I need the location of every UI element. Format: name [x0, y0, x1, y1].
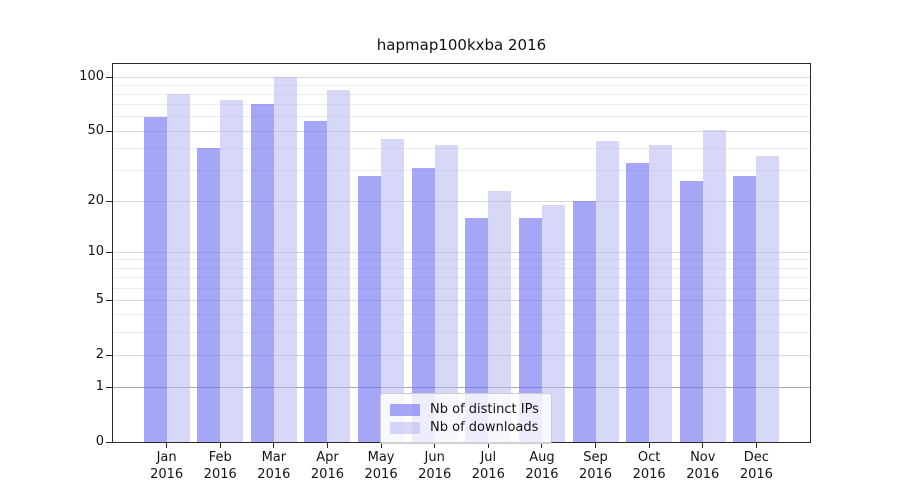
- x-tick-mark: [434, 443, 436, 448]
- legend-item-distinct-ips: Nb of distinct IPs: [390, 401, 539, 418]
- y-gridline-major: [113, 386, 810, 388]
- x-tick-label: Feb 2016: [203, 450, 237, 482]
- x-tick-mark: [166, 443, 168, 448]
- y-tick-mark: [106, 130, 112, 132]
- legend-swatch-distinct-ips: [390, 403, 420, 416]
- plot-area: [112, 63, 811, 443]
- bar-downloads-oct: [649, 144, 673, 442]
- y-gridline-minor: [113, 93, 810, 95]
- y-gridline-minor: [113, 116, 810, 118]
- x-tick-mark: [541, 443, 543, 448]
- y-tick-mark: [106, 354, 112, 356]
- y-gridline-minor: [113, 259, 810, 261]
- y-tick-mark: [106, 299, 112, 301]
- y-tick-label: 20: [87, 193, 104, 209]
- bar-downloads-mar: [273, 77, 297, 442]
- x-tick-label: Jul 2016: [471, 450, 505, 482]
- x-tick-mark: [648, 443, 650, 448]
- y-gridline-major: [113, 251, 810, 253]
- x-tick-mark: [219, 443, 221, 448]
- bar-downloads-may: [381, 139, 405, 442]
- y-tick-label: 5: [95, 292, 104, 308]
- y-gridline-minor: [113, 147, 810, 149]
- x-tick-label: Nov 2016: [686, 450, 720, 482]
- y-gridline-major: [113, 200, 810, 202]
- x-tick-mark: [380, 443, 382, 448]
- bar-distinct-ips-mar: [250, 103, 274, 442]
- y-tick-mark: [106, 76, 112, 78]
- plot-inner: [113, 64, 810, 442]
- y-gridline-major: [113, 76, 810, 78]
- y-tick-mark: [106, 441, 112, 443]
- x-tick-label: Jan 2016: [150, 450, 184, 482]
- y-gridline-major: [113, 354, 810, 356]
- legend-label-downloads: Nb of downloads: [430, 420, 539, 435]
- x-tick-label: Sep 2016: [578, 450, 613, 482]
- x-tick-mark: [595, 443, 597, 448]
- y-gridline-minor: [113, 314, 810, 316]
- chart-title: hapmap100kxba 2016: [376, 36, 547, 54]
- bar-downloads-aug: [541, 205, 565, 442]
- bar-distinct-ips-oct: [626, 163, 650, 442]
- y-gridline-minor: [113, 169, 810, 171]
- bar-distinct-ips-jan: [143, 116, 167, 442]
- bar-distinct-ips-may: [358, 175, 382, 442]
- y-gridline-minor: [113, 287, 810, 289]
- x-tick-mark: [273, 443, 275, 448]
- bar-distinct-ips-dec: [733, 175, 757, 442]
- y-tick-mark: [106, 386, 112, 388]
- x-tick-label: Aug 2016: [525, 450, 559, 482]
- bar-distinct-ips-sep: [572, 201, 596, 442]
- legend-label-distinct-ips: Nb of distinct IPs: [430, 402, 539, 417]
- bar-downloads-feb: [220, 99, 244, 442]
- y-tick-mark: [106, 200, 112, 202]
- bar-downloads-jun: [434, 144, 458, 442]
- bar-downloads-sep: [595, 140, 619, 442]
- x-tick-label: Mar 2016: [257, 450, 291, 482]
- legend-item-downloads: Nb of downloads: [390, 419, 539, 436]
- y-tick-mark: [106, 251, 112, 253]
- x-tick-label: Dec 2016: [739, 450, 773, 482]
- y-gridline-major: [113, 299, 810, 301]
- x-tick-mark: [702, 443, 704, 448]
- y-gridline-minor: [113, 104, 810, 106]
- x-tick-mark: [487, 443, 489, 448]
- bar-distinct-ips-feb: [197, 148, 221, 442]
- y-tick-label: 100: [79, 69, 104, 84]
- bar-distinct-ips-apr: [304, 120, 328, 442]
- x-tick-label: Oct 2016: [632, 450, 666, 482]
- y-gridline-minor: [113, 84, 810, 86]
- y-gridline-minor: [113, 267, 810, 269]
- y-tick-label: 2: [95, 347, 104, 363]
- bar-distinct-ips-jul: [465, 217, 489, 442]
- x-tick-label: Apr 2016: [310, 450, 344, 482]
- bar-downloads-jan: [166, 94, 190, 442]
- y-tick-label: 1: [95, 379, 104, 395]
- bar-downloads-jul: [488, 190, 512, 442]
- legend: Nb of distinct IPs Nb of downloads: [380, 393, 552, 444]
- bar-distinct-ips-jun: [411, 167, 435, 442]
- legend-swatch-downloads: [390, 421, 420, 434]
- bar-distinct-ips-aug: [518, 217, 542, 442]
- x-tick-mark: [755, 443, 757, 448]
- y-gridline-minor: [113, 331, 810, 333]
- y-tick-label: 10: [87, 244, 104, 260]
- bar-downloads-apr: [327, 89, 351, 442]
- x-tick-label: Jun 2016: [418, 450, 452, 482]
- bar-downloads-dec: [756, 156, 780, 442]
- y-tick-label: 0: [95, 434, 104, 449]
- y-gridline-minor: [113, 277, 810, 279]
- bar-distinct-ips-nov: [679, 181, 703, 442]
- y-gridline-major: [113, 130, 810, 132]
- bar-downloads-nov: [702, 129, 726, 442]
- x-tick-mark: [326, 443, 328, 448]
- x-tick-label: May 2016: [364, 450, 398, 482]
- y-tick-label: 50: [87, 123, 104, 139]
